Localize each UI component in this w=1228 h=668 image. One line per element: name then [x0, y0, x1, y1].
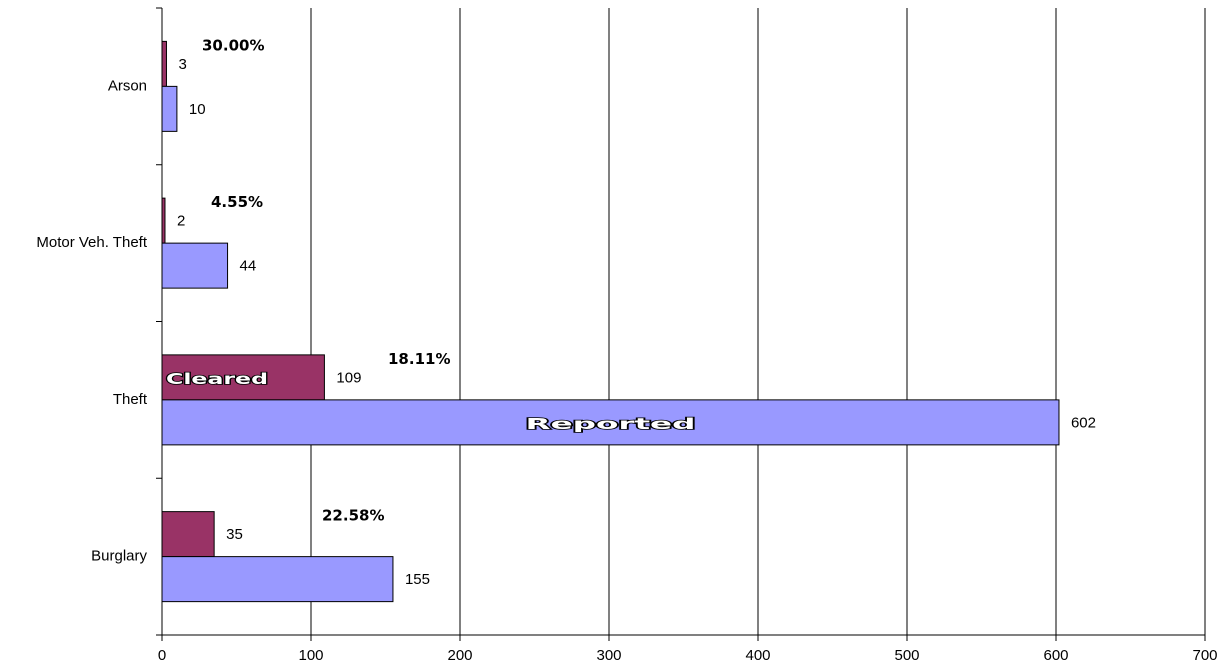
annotation: 18.11%	[388, 350, 450, 368]
series-label: Cleared	[166, 370, 268, 388]
x-tick-label: 600	[1043, 647, 1068, 664]
data-label: 10	[189, 101, 206, 118]
x-tick-label: 400	[745, 647, 770, 664]
data-label: 109	[336, 369, 361, 386]
data-label: 2	[177, 213, 185, 230]
y-tick-label: Arson	[108, 77, 147, 94]
series-label: Reported	[525, 415, 695, 433]
annotation: 4.55%	[211, 193, 263, 211]
x-tick-label: 0	[158, 647, 166, 664]
data-label: 602	[1071, 414, 1096, 431]
x-tick-label: 500	[894, 647, 919, 664]
data-label: 155	[405, 571, 430, 588]
y-tick-label: Theft	[113, 391, 148, 408]
bar	[161, 242, 229, 289]
annotation: 30.00%	[202, 36, 264, 54]
y-tick-label: Burglary	[91, 548, 147, 565]
x-tick-label: 700	[1192, 647, 1217, 664]
bar	[161, 197, 166, 244]
y-tick-label: Motor Veh. Theft	[36, 234, 147, 251]
x-tick-label: 300	[596, 647, 621, 664]
bar	[161, 399, 1060, 446]
annotation: 22.58%	[322, 507, 384, 525]
bar	[161, 85, 178, 132]
bar	[161, 40, 167, 87]
bar	[161, 556, 394, 603]
data-label: 35	[226, 526, 243, 543]
bar	[161, 511, 215, 558]
x-tick-label: 200	[447, 647, 472, 664]
data-label: 44	[240, 258, 257, 275]
x-tick-label: 100	[298, 647, 323, 664]
data-label: 3	[178, 56, 186, 73]
